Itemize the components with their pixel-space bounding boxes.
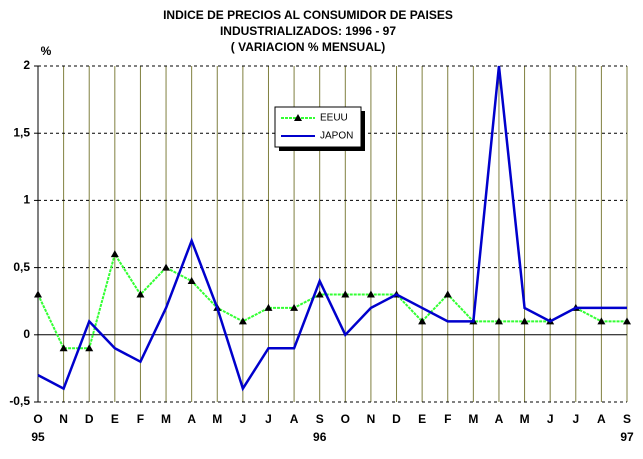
x-tick-label: A [597,412,606,426]
x-tick-label: N [59,412,68,426]
data-point [418,317,427,325]
data-point [520,317,529,325]
data-point [187,277,196,285]
x-tick-label: O [341,412,350,426]
y-tick-label: 2 [23,58,30,72]
x-tick-label: M [161,412,171,426]
chart-title: INDICE DE PRECIOS AL CONSUMIDOR DE PAISE… [163,8,453,22]
data-point [264,303,273,311]
data-point [136,290,145,298]
year-label: 95 [31,430,45,444]
x-tick-label: S [316,412,324,426]
data-point [623,317,631,325]
x-tick-label: A [290,412,299,426]
series-line [37,251,627,350]
legend: EEUU JAPON [274,106,365,151]
x-tick-label: O [33,412,42,426]
chart-title: INDUSTRIALIZADOS: 1996 - 97 [220,24,396,38]
x-tick-label: J [265,412,272,426]
year-label: 97 [620,430,634,444]
chart-title: ( VARIACION % MENSUAL) [231,40,385,54]
data-point [238,317,247,325]
data-point [315,290,324,298]
y-tick-label: 0 [23,327,30,341]
data-point [290,303,299,311]
data-point [443,290,452,298]
data-point [85,344,94,352]
x-tick-label: E [111,412,119,426]
legend-label: EEUU [320,113,348,124]
y-tick-label: 1,5 [13,125,30,139]
x-tick-label: M [468,412,478,426]
x-tick-label: A [187,412,196,426]
y-tick-label: 1 [23,193,30,207]
x-tick-label: J [240,412,247,426]
x-tick-label: F [444,412,451,426]
data-point [110,250,119,258]
x-tick-label: F [137,412,144,426]
data-point [162,263,171,271]
x-tick-label: N [367,412,376,426]
year-label: 96 [313,430,327,444]
x-tick-label: J [572,412,579,426]
data-point [341,290,350,298]
y-tick-label: -0,5 [9,394,30,408]
x-tick-label: M [212,412,222,426]
legend-marker [294,114,302,121]
data-point [366,290,375,298]
y-axis-label: % [41,44,52,58]
legend-box [274,106,362,148]
legend-label: JAPON [320,131,353,142]
series-line [37,65,627,392]
x-tick-label: S [623,412,631,426]
x-tick-label: J [547,412,554,426]
data-point [597,317,606,325]
y-tick-label: 0,5 [13,260,30,274]
x-tick-label: E [418,412,426,426]
x-tick-label: M [520,412,530,426]
data-point [494,317,503,325]
x-tick-label: D [392,412,401,426]
x-tick-label: D [85,412,94,426]
x-tick-label: A [495,412,504,426]
data-point [34,290,42,298]
data-point [59,344,68,352]
